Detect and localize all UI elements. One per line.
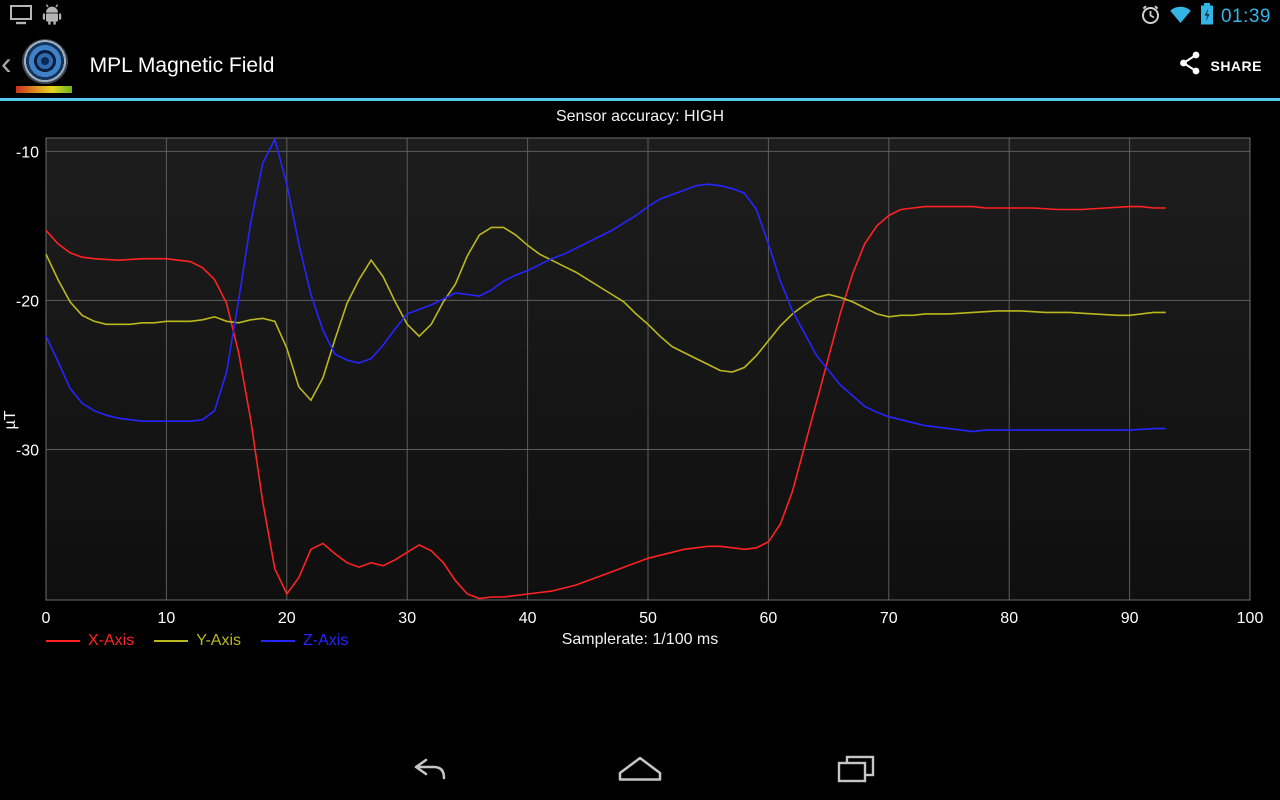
samplerate-label: Samplerate: 1/100 ms — [561, 631, 719, 648]
status-bar-clock: 01:39 — [1220, 5, 1271, 27]
svg-text:50: 50 — [639, 610, 657, 627]
legend-line-y — [154, 640, 189, 642]
app-icon[interactable] — [15, 37, 72, 95]
legend-label-z: Z-Axis — [303, 632, 349, 649]
page-title: MPL Magnetic Field — [89, 53, 275, 77]
svg-text:60: 60 — [760, 610, 778, 627]
svg-text:10: 10 — [158, 610, 176, 627]
sensor-accuracy-label: Sensor accuracy: HIGH — [555, 108, 725, 125]
svg-text:20: 20 — [278, 610, 296, 627]
svg-text:µT: µT — [2, 410, 19, 429]
svg-text:70: 70 — [880, 610, 898, 627]
legend-label-y: Y-Axis — [196, 632, 241, 649]
svg-text:0: 0 — [42, 610, 51, 627]
legend-line-z — [261, 640, 295, 642]
android-debug-icon — [42, 3, 62, 30]
legend-item-y: Y-Axis — [154, 632, 241, 650]
svg-text:-30: -30 — [16, 443, 39, 460]
app-icon-circles — [21, 38, 68, 85]
svg-text:-20: -20 — [16, 293, 39, 310]
legend-item-z: Z-Axis — [261, 632, 348, 650]
magnetometer-chart: 0 10 20 30 40 50 60 70 80 90 100 -10 -20 -30 µT — [2, 137, 1264, 627]
share-icon — [1179, 51, 1201, 80]
display-icon — [9, 4, 33, 30]
back-nav-icon[interactable] — [401, 755, 447, 783]
status-bar-left-icons — [9, 3, 62, 30]
svg-text:90: 90 — [1121, 610, 1139, 627]
back-chevron-icon[interactable]: ‹ — [1, 44, 12, 81]
recents-nav-icon[interactable] — [833, 755, 879, 783]
svg-text:30: 30 — [398, 610, 416, 627]
svg-text:80: 80 — [1000, 610, 1018, 627]
svg-text:100: 100 — [1237, 610, 1264, 627]
status-bar-right-icons: 01:39 — [1140, 3, 1271, 30]
action-bar: ‹ MPL Magnetic Field SHARE — [0, 33, 1280, 98]
home-nav-icon[interactable] — [617, 755, 663, 783]
battery-charging-icon — [1200, 3, 1214, 30]
legend-label-x: X-Axis — [88, 632, 135, 649]
legend-line-x — [46, 640, 80, 642]
chart-legend: X-Axis Y-Axis Z-Axis — [46, 632, 348, 650]
svg-text:-10: -10 — [16, 144, 39, 161]
share-button[interactable]: SHARE — [1161, 33, 1280, 98]
svg-text:40: 40 — [519, 610, 537, 627]
actionbar-accent-divider — [0, 98, 1280, 101]
app-icon-colorbar — [15, 85, 72, 93]
navigation-bar — [0, 738, 1280, 800]
status-bar[interactable]: 01:39 — [0, 0, 1280, 33]
share-button-label: SHARE — [1210, 57, 1262, 74]
legend-item-x: X-Axis — [46, 632, 134, 650]
alarm-icon — [1140, 4, 1161, 30]
wifi-icon — [1168, 4, 1193, 29]
